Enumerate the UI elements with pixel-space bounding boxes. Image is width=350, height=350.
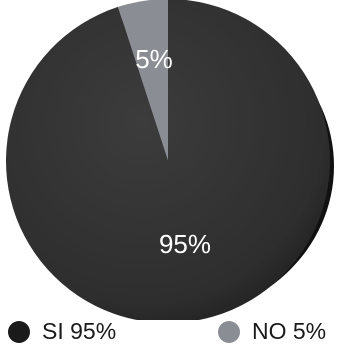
legend-dot-si — [8, 320, 30, 343]
legend-item-si: SI 95% — [8, 318, 116, 345]
pie-chart: 95% 5% — [6, 0, 334, 320]
legend-label-si: SI 95% — [42, 318, 117, 344]
slice-label-si: 95% — [159, 229, 211, 259]
legend-dot-no — [218, 320, 240, 343]
pie-slice-no — [117, 0, 168, 161]
legend: SI 95% NO 5% — [0, 318, 350, 350]
slice-label-no: 5% — [135, 44, 173, 74]
legend-label-no: NO 5% — [252, 318, 327, 344]
pie-slice-si — [6, 0, 330, 320]
legend-item-no: NO 5% — [218, 318, 326, 345]
